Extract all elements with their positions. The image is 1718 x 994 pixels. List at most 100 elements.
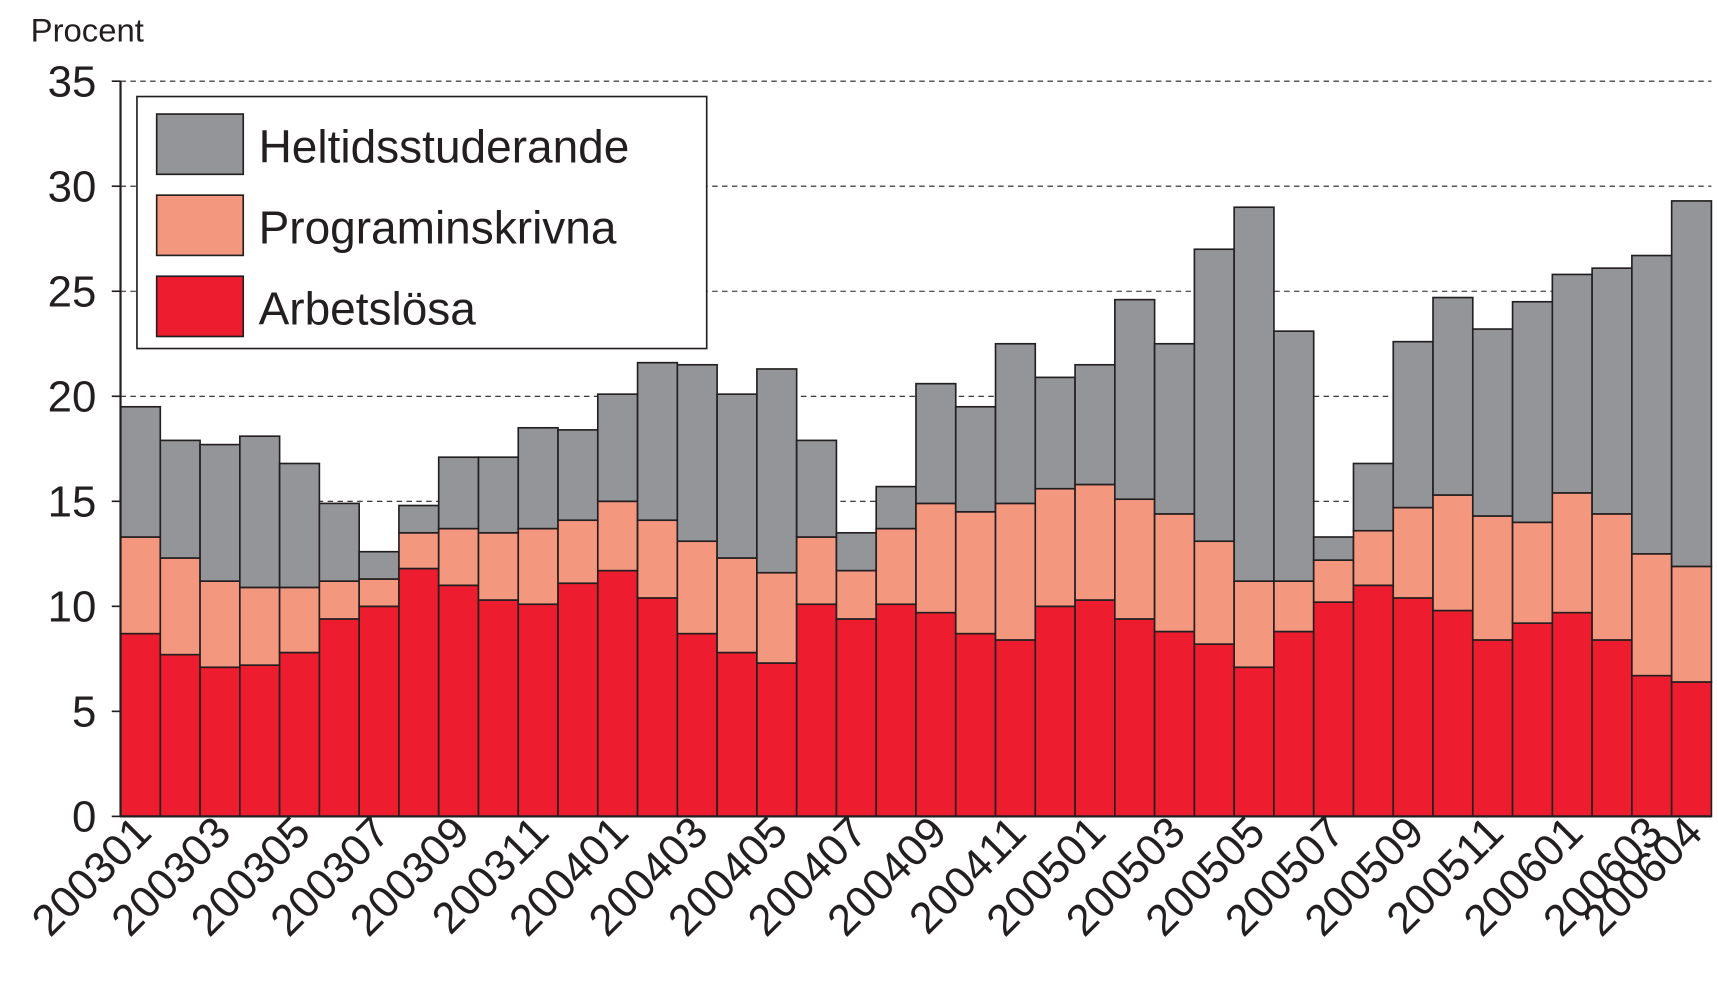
bar-segment — [199, 666, 241, 818]
bar-segment — [1193, 643, 1235, 818]
bar-segment — [239, 435, 281, 589]
bar-segment — [1233, 666, 1275, 818]
y-tick-label: 20 — [48, 373, 97, 422]
bar-segment — [915, 502, 957, 614]
bar-segment — [756, 368, 798, 574]
bar-segment — [1432, 296, 1474, 496]
bar-segment — [676, 632, 718, 818]
bar-segment — [517, 603, 559, 818]
bar-segment — [1233, 580, 1275, 669]
bar-segment — [716, 651, 758, 818]
bar-segment — [676, 363, 718, 543]
bar-segment — [1273, 330, 1315, 582]
bar-segment — [954, 632, 997, 818]
bar-segment — [994, 639, 1037, 818]
bar-segment — [557, 519, 599, 585]
bar-segment — [875, 603, 917, 818]
bar-segment — [1392, 340, 1434, 509]
bar-segment — [358, 550, 400, 580]
bar-segment — [716, 557, 758, 654]
bar-segment — [557, 582, 599, 818]
bar-segment — [994, 342, 1037, 505]
bar-segment — [636, 361, 679, 522]
legend-swatch — [155, 194, 245, 257]
bar-segment — [358, 605, 400, 818]
bar-segment — [1392, 597, 1434, 818]
bar-segment — [398, 504, 440, 534]
bar-segment — [795, 439, 838, 538]
bar-segment — [1631, 552, 1673, 677]
bar-segment — [239, 664, 281, 818]
bar-segment — [1273, 580, 1315, 633]
bar-segment — [1432, 609, 1474, 818]
bar-segment — [437, 527, 480, 587]
bar-segment — [1273, 630, 1315, 818]
bar-segment — [1153, 513, 1196, 633]
bar-segment — [1471, 639, 1514, 818]
bar-segment — [795, 536, 838, 606]
bar-segment — [1312, 536, 1355, 561]
bar-segment — [636, 597, 679, 818]
bar-segment — [1551, 492, 1593, 614]
bar-segment — [1471, 515, 1514, 641]
legend: Heltidsstuderande Programinskrivna Arbetsl… — [136, 95, 708, 350]
bar-segment — [557, 429, 599, 522]
bar-segment — [875, 527, 917, 606]
bar-segment — [1312, 601, 1355, 818]
bar-segment — [1631, 254, 1673, 555]
bar-segment — [159, 653, 201, 818]
bar-segment — [1114, 298, 1156, 501]
bar-segment — [1352, 462, 1395, 532]
bar-segment — [1591, 513, 1633, 641]
bar-segment — [835, 618, 878, 818]
bar-segment — [1591, 639, 1633, 818]
bar-segment — [1352, 529, 1395, 587]
y-tick-label: 30 — [48, 163, 97, 212]
bar-segment — [1153, 342, 1196, 515]
bar-segment — [1074, 363, 1116, 486]
bar-segment — [119, 405, 162, 538]
bar-segment — [398, 531, 440, 570]
bar-segment — [1670, 200, 1713, 568]
bar-segment — [318, 580, 360, 620]
bar-segment — [278, 651, 321, 818]
bar-segment — [1312, 559, 1355, 603]
bar-segment — [398, 567, 440, 818]
bar-segment — [954, 405, 997, 513]
bar-segment — [835, 531, 878, 572]
y-tick-label: 15 — [48, 478, 97, 527]
bar-segment — [676, 540, 718, 635]
bar-segment — [437, 584, 480, 818]
bar-segment — [1631, 674, 1673, 818]
legend-swatch — [155, 275, 245, 338]
bar-segment — [119, 536, 162, 635]
bar-segment — [199, 580, 241, 669]
bar-segment — [318, 502, 360, 582]
bar-segment — [159, 557, 201, 656]
bar-segment — [1392, 506, 1434, 599]
bar-segment — [477, 531, 520, 601]
bar-segment — [437, 456, 480, 530]
bar-segment — [1114, 498, 1156, 620]
bar-segment — [915, 382, 957, 505]
bar-segment — [1551, 611, 1593, 818]
bar-segment — [636, 519, 679, 599]
bar-segment — [358, 578, 400, 608]
bar-segment — [199, 443, 241, 582]
bar-segment — [795, 603, 838, 818]
bar-segment — [119, 632, 162, 818]
bar-segment — [875, 485, 917, 530]
bar-segment — [1511, 622, 1554, 818]
bar-segment — [1114, 618, 1156, 818]
bar-segment — [477, 599, 520, 818]
bar-segment — [1074, 599, 1116, 818]
bar-segment — [1551, 273, 1593, 494]
y-tick-label: 25 — [48, 268, 97, 317]
bar-segment — [1352, 584, 1395, 818]
bar-segment — [318, 618, 360, 818]
legend-label: Arbetslösa — [259, 282, 477, 334]
legend-swatch — [155, 113, 245, 176]
bar-segment — [1432, 494, 1474, 612]
bar-segment — [1153, 630, 1196, 818]
bar-segment — [1074, 483, 1116, 601]
